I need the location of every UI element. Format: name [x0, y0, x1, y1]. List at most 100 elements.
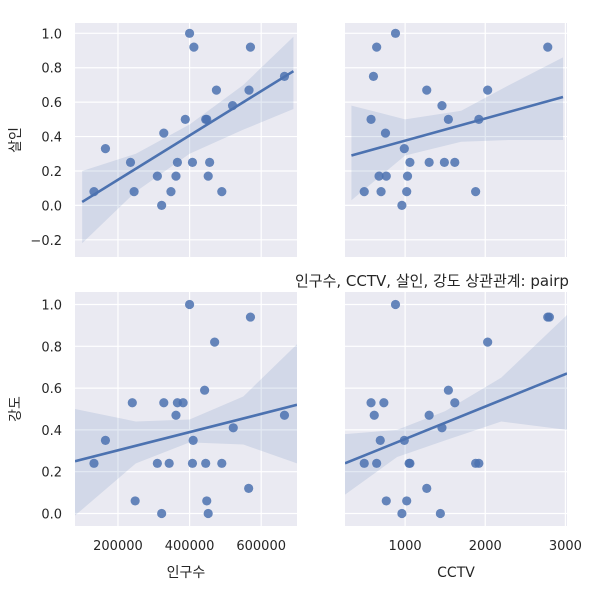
data-point	[366, 114, 376, 124]
y-tick-label: 0.6	[41, 96, 62, 111]
y-axis-label: 살인	[8, 127, 24, 153]
x-tick-label: 600000	[236, 539, 286, 554]
data-point	[279, 71, 290, 81]
y-tick-label: −0.2	[30, 234, 62, 249]
data-point	[129, 187, 139, 197]
data-point	[399, 144, 409, 154]
data-point	[366, 398, 376, 408]
data-point	[380, 128, 391, 138]
data-point	[164, 458, 174, 468]
y-tick-label: 0.0	[41, 507, 62, 522]
data-point	[187, 458, 198, 468]
x-tick-label: 400000	[165, 539, 215, 554]
data-point	[244, 483, 254, 493]
data-point	[157, 200, 167, 210]
data-point	[202, 114, 212, 124]
data-point	[125, 157, 136, 167]
data-point	[172, 157, 183, 167]
panel-top-left: −0.2 0.0 0.2 0.4 0.6 0.8 1.0 살인	[8, 23, 297, 257]
data-point	[227, 100, 238, 111]
confidence-band	[351, 57, 563, 201]
data-point	[439, 157, 449, 167]
data-point	[184, 28, 195, 38]
y-tick-label: 0.4	[41, 131, 62, 146]
data-point	[368, 71, 379, 81]
data-point	[205, 157, 215, 167]
data-point	[471, 187, 481, 197]
data-point	[359, 458, 369, 468]
data-point	[157, 508, 167, 519]
data-point	[443, 385, 453, 395]
y-tick-label: 1.0	[41, 299, 62, 314]
data-point	[450, 157, 460, 167]
data-point	[127, 398, 137, 408]
data-point	[228, 423, 238, 433]
data-point	[405, 157, 415, 167]
data-point	[397, 200, 407, 210]
y-tick-label: 0.8	[41, 62, 62, 77]
confidence-band	[75, 344, 297, 516]
data-point	[399, 435, 409, 445]
data-point	[376, 187, 386, 197]
x-tick-label: 2000	[469, 539, 502, 554]
data-point	[474, 458, 484, 468]
data-point	[402, 496, 412, 506]
data-point	[543, 42, 553, 52]
data-point	[359, 187, 369, 197]
data-point	[203, 508, 213, 519]
data-point	[203, 171, 213, 181]
data-point	[381, 171, 391, 181]
regression-line	[81, 70, 295, 204]
data-point	[171, 410, 181, 420]
panel-background	[75, 23, 297, 257]
data-point	[379, 398, 389, 408]
data-point	[245, 42, 256, 52]
data-point	[184, 299, 195, 310]
panel-bottom-left: 200000 400000 600000 0.0 0.2 0.4 0.6 0.8 1.0 인구수 강…	[8, 292, 297, 581]
data-point	[402, 187, 412, 197]
x-axis-label: CCTV	[437, 565, 475, 581]
data-point	[424, 410, 434, 420]
data-point	[422, 85, 432, 95]
data-point	[443, 114, 453, 124]
data-point	[437, 423, 447, 433]
panel-top-right	[345, 23, 567, 257]
y-tick-label: 0.6	[41, 382, 62, 397]
data-point	[450, 398, 460, 408]
data-point	[180, 114, 190, 124]
data-point	[422, 483, 432, 493]
data-point	[474, 114, 484, 124]
data-point	[402, 171, 413, 181]
panel-bottom-right: 1000 2000 3000 CCTV	[345, 292, 582, 581]
y-tick-label: 0.0	[41, 199, 62, 214]
data-point	[187, 157, 198, 167]
data-point	[201, 458, 211, 468]
figure-title: 인구수, CCTV, 살인, 강도 상관관계: pairp	[295, 272, 569, 290]
data-point	[152, 171, 162, 181]
data-point	[483, 337, 493, 347]
data-point	[369, 410, 379, 420]
data-point	[202, 496, 212, 506]
data-point	[390, 299, 401, 310]
y-tick-label: 0.4	[41, 424, 62, 439]
regression-line	[345, 372, 567, 465]
data-point	[372, 42, 382, 52]
data-point	[397, 508, 407, 519]
data-point	[374, 171, 384, 181]
panel-background	[75, 292, 297, 526]
data-point	[210, 337, 220, 347]
panel-background	[345, 23, 567, 257]
data-point	[405, 458, 415, 468]
data-point	[89, 458, 99, 468]
data-point	[372, 458, 382, 468]
data-point	[211, 85, 222, 95]
data-point	[159, 128, 169, 138]
regression-line	[75, 403, 297, 463]
x-tick-label: 1000	[389, 539, 422, 554]
data-point	[159, 398, 169, 408]
data-point	[483, 85, 493, 95]
data-point	[166, 187, 176, 197]
y-tick-label: 0.8	[41, 340, 62, 355]
data-point	[89, 187, 99, 197]
